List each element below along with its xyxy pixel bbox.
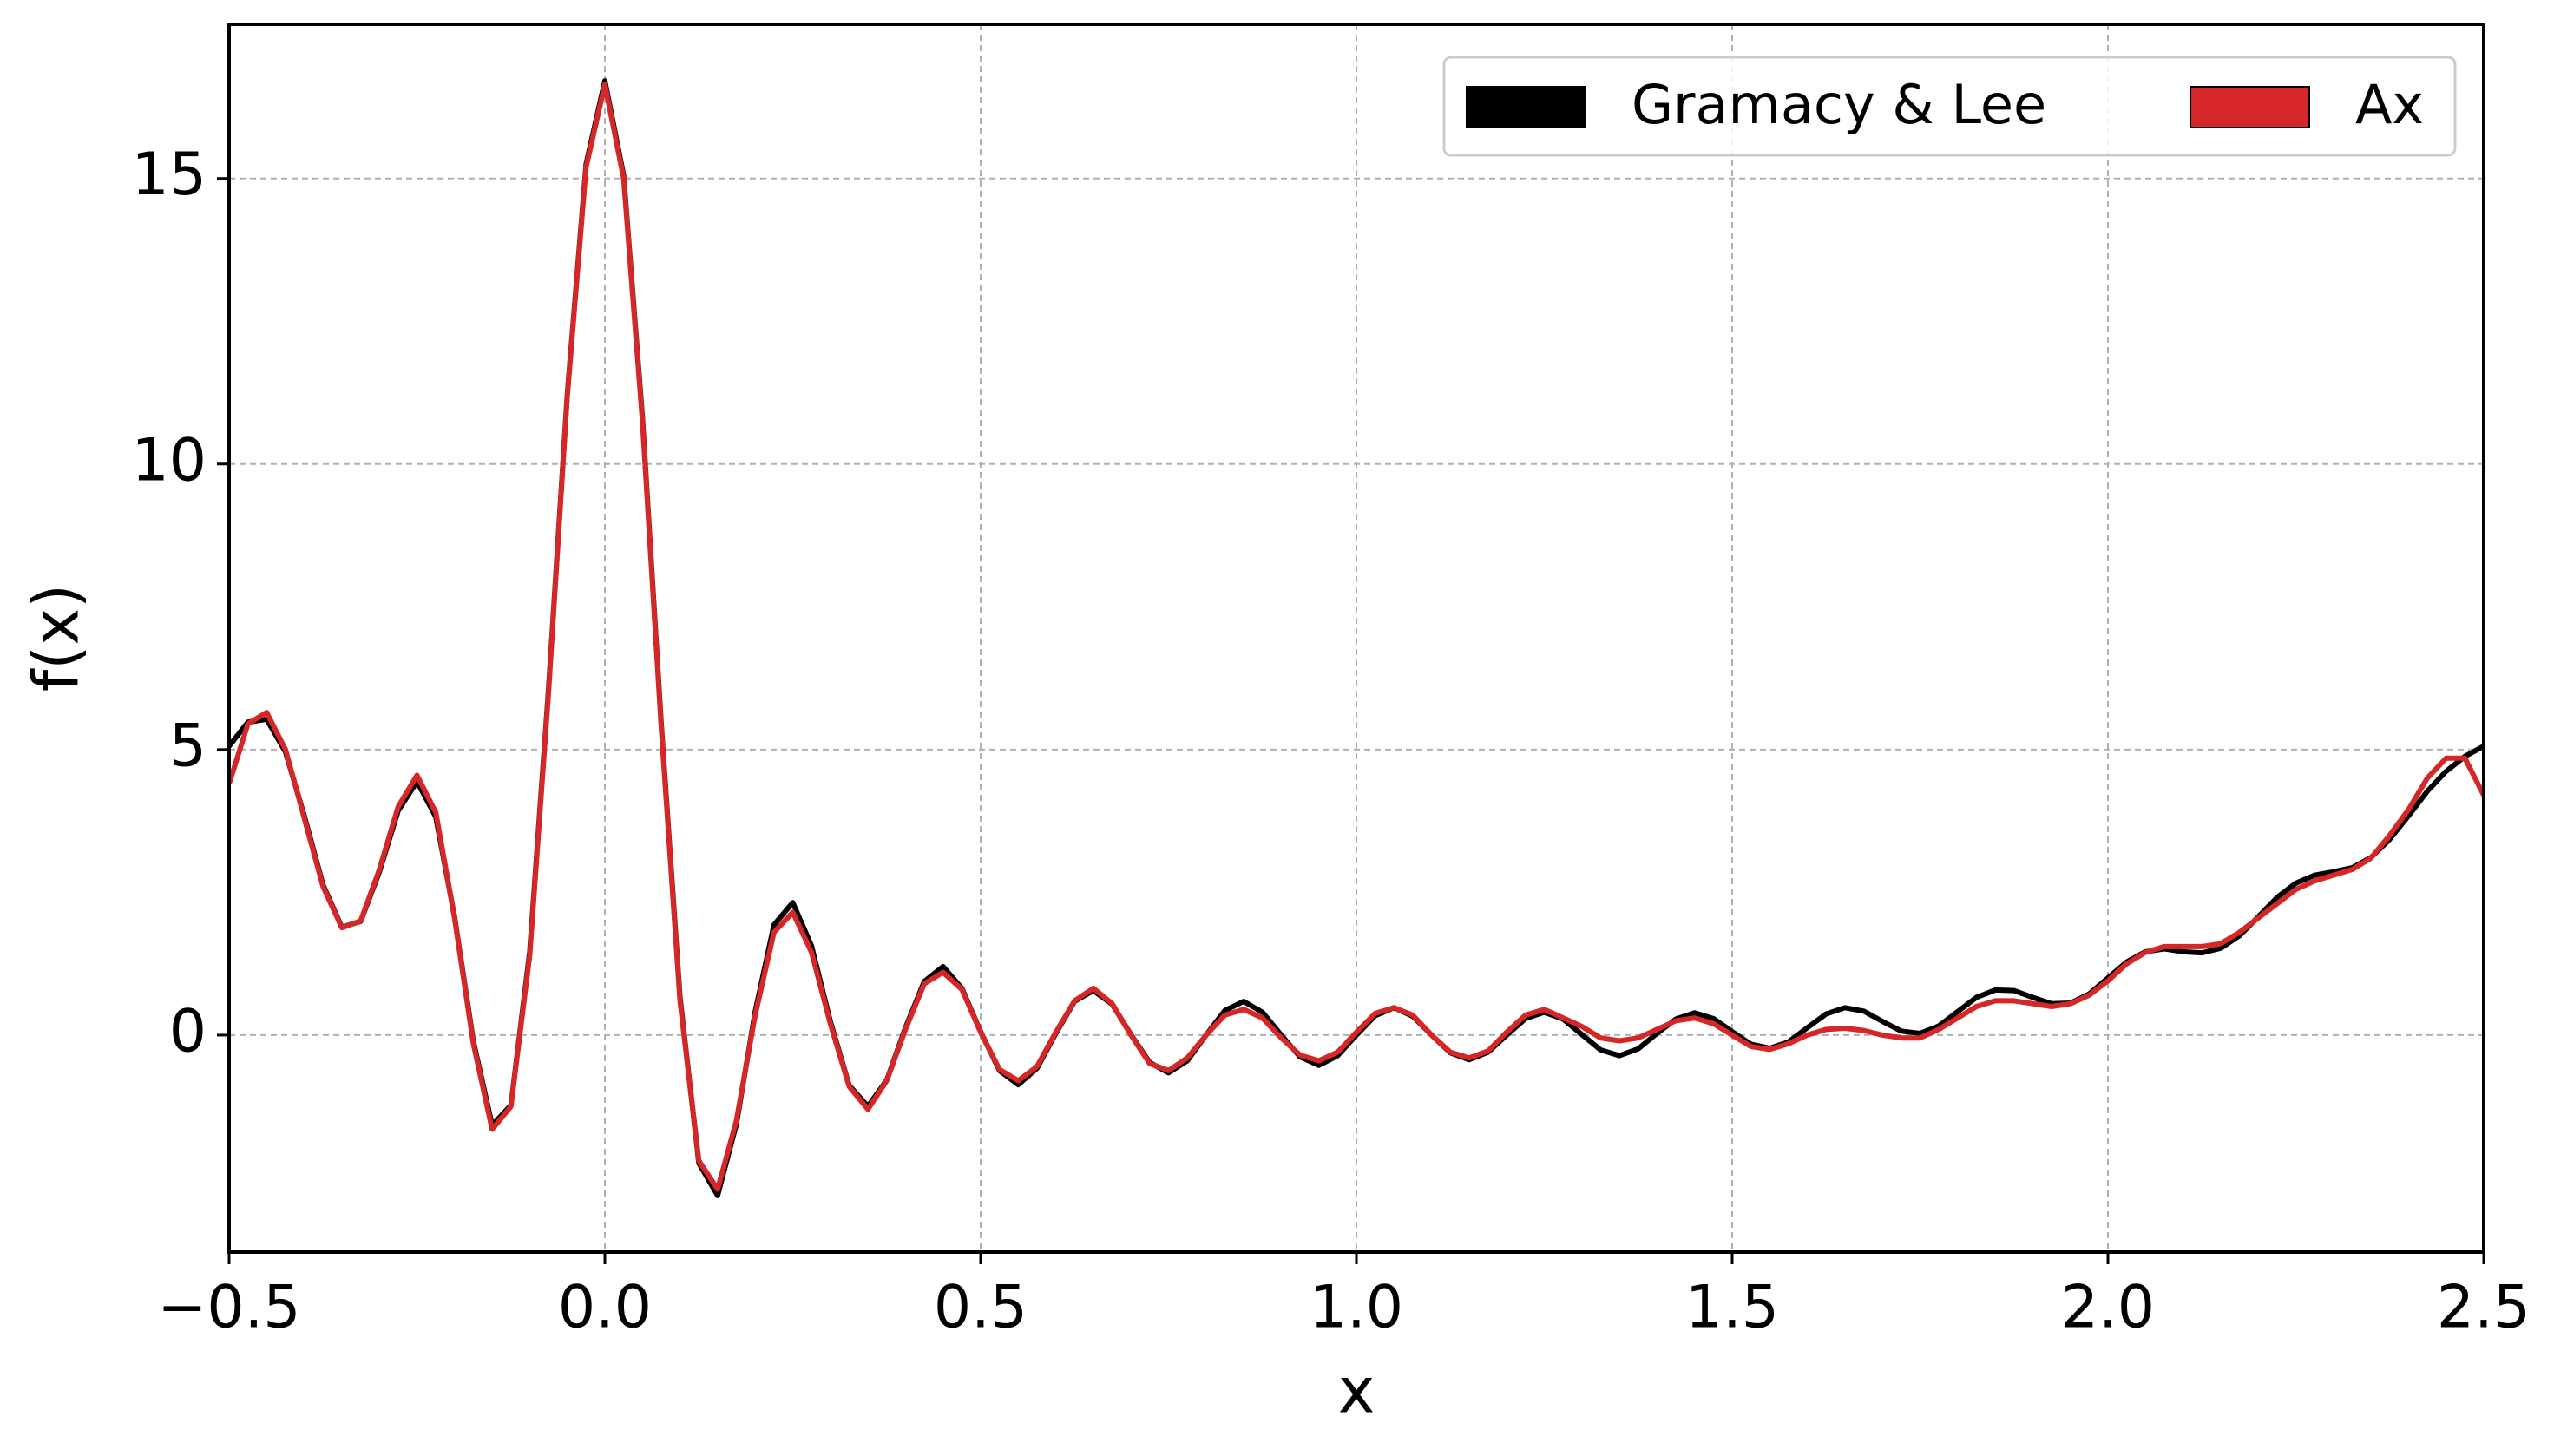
- x-tick-label: 2.5: [2437, 1274, 2531, 1342]
- legend-label: Ax: [2355, 73, 2424, 136]
- plot-frame: [227, 23, 2485, 1254]
- x-tick-label: 1.0: [1310, 1274, 1403, 1342]
- x-tick-label: 0.5: [934, 1274, 1028, 1342]
- x-tick-label: 2.0: [2061, 1274, 2155, 1342]
- legend: Gramacy & Lee Ax: [1442, 56, 2457, 157]
- y-axis-label: f(x): [20, 584, 93, 692]
- legend-frame: [1442, 56, 2457, 157]
- x-tick-label: 0.0: [558, 1274, 652, 1342]
- x-tick-label: −0.5: [157, 1274, 300, 1342]
- legend-swatch: [2190, 86, 2310, 128]
- y-tick-label: 0: [169, 997, 207, 1066]
- legend-label: Gramacy & Lee: [1632, 73, 2046, 136]
- y-tick-label: 15: [131, 141, 207, 209]
- y-tick-label: 10: [131, 426, 207, 495]
- y-tick-label: 5: [169, 712, 207, 780]
- legend-swatch: [1466, 86, 1586, 128]
- x-axis-label: x: [1338, 1354, 1375, 1427]
- data-line: [229, 82, 2484, 1192]
- x-tick-label: 1.5: [1685, 1274, 1779, 1342]
